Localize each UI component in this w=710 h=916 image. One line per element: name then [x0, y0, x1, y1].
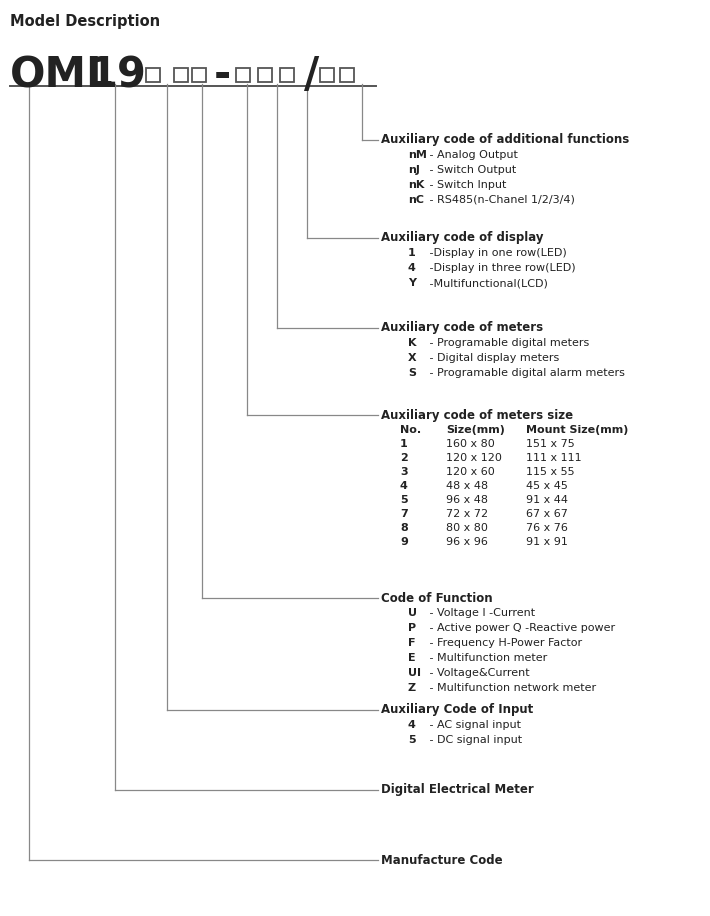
- Text: nJ: nJ: [408, 165, 420, 175]
- Text: - Frequency H-Power Factor: - Frequency H-Power Factor: [426, 638, 582, 648]
- Bar: [146, 68, 160, 82]
- Text: 5: 5: [400, 495, 408, 505]
- Text: 3: 3: [400, 467, 408, 477]
- Text: 160 x 80: 160 x 80: [446, 439, 495, 449]
- Text: Size(mm): Size(mm): [446, 425, 505, 435]
- Bar: [258, 68, 272, 82]
- Text: No.: No.: [400, 425, 421, 435]
- Text: 5: 5: [408, 735, 415, 745]
- Text: 2: 2: [400, 453, 408, 463]
- Bar: [280, 68, 294, 82]
- Text: 72 x 72: 72 x 72: [446, 509, 488, 519]
- Text: 80 x 80: 80 x 80: [446, 523, 488, 533]
- Text: -: -: [214, 54, 231, 96]
- Text: 115 x 55: 115 x 55: [526, 467, 574, 477]
- Text: 91 x 91: 91 x 91: [526, 537, 568, 547]
- Bar: [192, 68, 206, 82]
- Text: Digital Electrical Meter: Digital Electrical Meter: [381, 783, 534, 797]
- Text: 4: 4: [408, 263, 416, 273]
- Text: Auxiliary code of additional functions: Auxiliary code of additional functions: [381, 134, 629, 147]
- Text: -Display in three row(LED): -Display in three row(LED): [426, 263, 576, 273]
- Text: 4: 4: [400, 481, 408, 491]
- Text: Mount Size(mm): Mount Size(mm): [526, 425, 628, 435]
- Text: S: S: [408, 368, 416, 378]
- Text: UI: UI: [408, 668, 421, 678]
- Text: 151 x 75: 151 x 75: [526, 439, 575, 449]
- Text: nM: nM: [408, 150, 427, 160]
- Text: 1: 1: [408, 248, 416, 258]
- Text: P: P: [408, 623, 416, 633]
- Text: - Multifunction network meter: - Multifunction network meter: [426, 683, 596, 693]
- Text: Auxiliary code of meters: Auxiliary code of meters: [381, 322, 543, 334]
- Text: - Multifunction meter: - Multifunction meter: [426, 653, 547, 663]
- Text: 67 x 67: 67 x 67: [526, 509, 568, 519]
- Text: 120 x 60: 120 x 60: [446, 467, 495, 477]
- Text: nK: nK: [408, 180, 425, 190]
- Text: 111 x 111: 111 x 111: [526, 453, 581, 463]
- Text: Auxiliary Code of Input: Auxiliary Code of Input: [381, 703, 533, 716]
- Text: 91 x 44: 91 x 44: [526, 495, 568, 505]
- Text: - Active power Q -Reactive power: - Active power Q -Reactive power: [426, 623, 615, 633]
- Text: - RS485(n-Chanel 1/2/3/4): - RS485(n-Chanel 1/2/3/4): [426, 195, 575, 205]
- Text: OML: OML: [10, 54, 114, 96]
- Text: -Display in one row(LED): -Display in one row(LED): [426, 248, 567, 258]
- Bar: [320, 68, 334, 82]
- Text: U: U: [408, 608, 417, 618]
- Text: 7: 7: [400, 509, 408, 519]
- Text: - Voltage I -Current: - Voltage I -Current: [426, 608, 535, 618]
- Text: - Programable digital alarm meters: - Programable digital alarm meters: [426, 368, 625, 378]
- Text: 48 x 48: 48 x 48: [446, 481, 488, 491]
- Bar: [174, 68, 188, 82]
- Text: 96 x 48: 96 x 48: [446, 495, 488, 505]
- Text: - Voltage&Current: - Voltage&Current: [426, 668, 530, 678]
- Text: - AC signal input: - AC signal input: [426, 720, 521, 730]
- Text: - Switch Output: - Switch Output: [426, 165, 516, 175]
- Text: - Switch Input: - Switch Input: [426, 180, 506, 190]
- Text: - Digital display meters: - Digital display meters: [426, 353, 559, 363]
- Text: - DC signal input: - DC signal input: [426, 735, 522, 745]
- Text: - Programable digital meters: - Programable digital meters: [426, 338, 589, 348]
- Text: 9: 9: [400, 537, 408, 547]
- Text: - Analog Output: - Analog Output: [426, 150, 518, 160]
- Text: -Multifunctional(LCD): -Multifunctional(LCD): [426, 278, 548, 288]
- Text: 120 x 120: 120 x 120: [446, 453, 502, 463]
- Text: 76 x 76: 76 x 76: [526, 523, 568, 533]
- Text: 8: 8: [400, 523, 408, 533]
- Text: nC: nC: [408, 195, 424, 205]
- Text: 4: 4: [408, 720, 416, 730]
- Text: Auxiliary code of display: Auxiliary code of display: [381, 232, 543, 245]
- Text: 1: 1: [400, 439, 408, 449]
- Bar: [340, 68, 354, 82]
- Text: Y: Y: [408, 278, 416, 288]
- Text: Code of Function: Code of Function: [381, 592, 493, 605]
- Text: 45 x 45: 45 x 45: [526, 481, 568, 491]
- Text: F: F: [408, 638, 415, 648]
- Text: Manufacture Code: Manufacture Code: [381, 854, 503, 867]
- Text: 19: 19: [88, 54, 146, 96]
- Text: X: X: [408, 353, 417, 363]
- Text: Model Description: Model Description: [10, 14, 160, 29]
- Text: 96 x 96: 96 x 96: [446, 537, 488, 547]
- Text: Auxiliary code of meters size: Auxiliary code of meters size: [381, 409, 573, 421]
- Text: K: K: [408, 338, 417, 348]
- Text: E: E: [408, 653, 415, 663]
- Text: /: /: [304, 54, 320, 96]
- Bar: [236, 68, 250, 82]
- Text: Z: Z: [408, 683, 416, 693]
